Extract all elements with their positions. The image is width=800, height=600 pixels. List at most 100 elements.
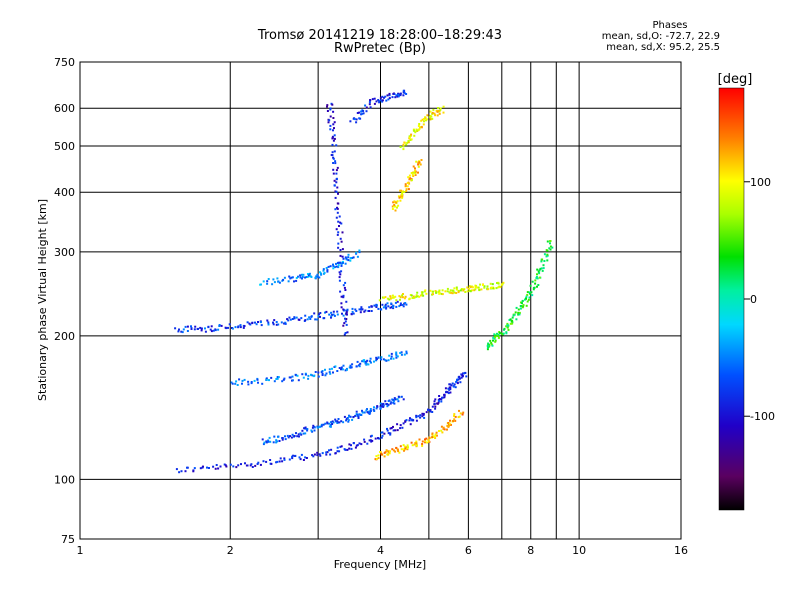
echo-point: [396, 448, 399, 451]
echo-point: [355, 365, 358, 368]
echo-point: [298, 318, 301, 321]
echo-point: [392, 201, 395, 204]
echo-point: [350, 366, 353, 369]
echo-point: [466, 286, 469, 289]
echo-point: [246, 321, 249, 324]
echo-point: [379, 308, 382, 311]
echo-point: [329, 372, 332, 375]
echo-point: [384, 303, 387, 306]
echo-point: [296, 435, 299, 438]
echo-point: [447, 422, 450, 424]
echo-point: [281, 437, 284, 440]
echo-point: [505, 331, 508, 334]
y-tick-label: 750: [54, 56, 75, 69]
echo-point: [276, 460, 279, 463]
echo-point: [336, 313, 339, 316]
echo-point: [401, 426, 404, 429]
echo-point: [527, 298, 530, 301]
echo-point: [496, 335, 499, 337]
echo-point: [438, 430, 440, 432]
echo-point: [389, 432, 392, 435]
echo-point: [549, 240, 552, 242]
echo-point: [414, 172, 417, 175]
echo-point: [340, 368, 342, 371]
echo-point: [270, 462, 273, 465]
echo-point: [336, 310, 339, 313]
echo-point: [415, 414, 418, 417]
echo-point: [376, 405, 379, 408]
echo-point: [261, 382, 264, 385]
chart-title: Tromsø 20141219 18:28:00–18:29:43: [257, 28, 503, 43]
echo-point: [361, 411, 364, 414]
echo-point: [457, 291, 460, 294]
echo-point: [357, 417, 360, 419]
echo-point: [302, 432, 305, 435]
echo-point: [342, 308, 345, 311]
echo-point: [392, 357, 395, 360]
echo-point: [295, 374, 298, 377]
echo-point: [373, 102, 376, 105]
echo-point: [437, 109, 440, 112]
echo-point: [401, 191, 404, 194]
echo-point: [534, 282, 537, 285]
echo-point: [330, 311, 333, 314]
echo-point: [302, 273, 305, 276]
echo-point: [332, 156, 335, 159]
echo-point: [369, 106, 372, 109]
echo-point: [391, 306, 394, 309]
echo-point: [412, 419, 415, 422]
echo-point: [391, 448, 394, 451]
echo-point: [342, 260, 344, 263]
echo-point: [501, 333, 504, 335]
echo-point: [329, 107, 332, 110]
echo-point: [449, 391, 452, 394]
echo-point: [384, 296, 387, 299]
echo-point: [251, 466, 254, 468]
echo-point: [433, 112, 436, 115]
echo-point: [446, 290, 449, 293]
echo-point: [421, 291, 424, 294]
echo-point: [368, 101, 371, 104]
echo-point: [394, 450, 397, 453]
echo-point: [434, 405, 437, 408]
echo-point: [412, 295, 415, 298]
echo-point: [368, 306, 371, 309]
echo-point: [365, 110, 368, 113]
echo-point: [291, 433, 294, 436]
echo-point: [186, 325, 189, 328]
echo-point: [449, 388, 452, 391]
echo-point: [453, 418, 456, 421]
echo-point: [301, 276, 304, 278]
echo-point: [373, 360, 375, 363]
echo-point: [358, 365, 361, 368]
echo-point: [356, 413, 359, 416]
x-tick-label: 8: [527, 544, 534, 557]
echo-point: [496, 282, 498, 284]
echo-point: [428, 409, 431, 412]
echo-point: [457, 289, 460, 292]
echo-point: [345, 419, 348, 422]
echo-point: [450, 384, 453, 387]
echo-point: [369, 99, 372, 102]
echo-point: [529, 284, 532, 287]
echo-point: [335, 172, 338, 175]
echo-point: [275, 323, 278, 326]
echo-point: [263, 441, 266, 444]
echo-point: [365, 106, 368, 109]
echo-point: [242, 326, 245, 329]
echo-point: [394, 301, 397, 304]
echo-point: [332, 110, 335, 113]
echo-point: [418, 127, 421, 130]
echo-point: [311, 430, 314, 433]
echo-point: [380, 358, 382, 361]
echo-point: [361, 360, 364, 363]
echo-point: [324, 374, 327, 377]
echo-point: [341, 262, 344, 264]
echo-point: [402, 293, 404, 295]
echo-point: [310, 429, 313, 432]
echo-point: [336, 206, 338, 209]
echo-point: [331, 423, 334, 425]
echo-point: [340, 295, 343, 298]
echo-point: [454, 415, 457, 418]
echo-point: [316, 454, 319, 457]
